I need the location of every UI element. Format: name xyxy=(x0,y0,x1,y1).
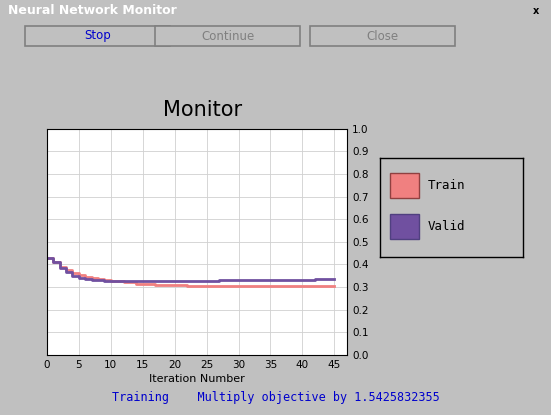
FancyBboxPatch shape xyxy=(526,2,547,20)
FancyBboxPatch shape xyxy=(25,26,170,46)
X-axis label: Iteration Number: Iteration Number xyxy=(149,374,245,384)
Text: Close: Close xyxy=(366,29,398,42)
FancyBboxPatch shape xyxy=(310,26,455,46)
FancyBboxPatch shape xyxy=(155,26,300,46)
Text: Neural Network Monitor: Neural Network Monitor xyxy=(8,5,177,17)
Text: Stop: Stop xyxy=(84,29,111,42)
FancyBboxPatch shape xyxy=(390,215,419,239)
Text: Valid: Valid xyxy=(428,220,465,233)
Text: Training    Multiply objective by 1.5425832355: Training Multiply objective by 1.5425832… xyxy=(112,391,439,404)
Text: Train: Train xyxy=(428,178,465,192)
Text: Continue: Continue xyxy=(201,29,254,42)
Text: Monitor: Monitor xyxy=(163,100,242,120)
FancyBboxPatch shape xyxy=(390,173,419,198)
Text: x: x xyxy=(533,6,539,16)
